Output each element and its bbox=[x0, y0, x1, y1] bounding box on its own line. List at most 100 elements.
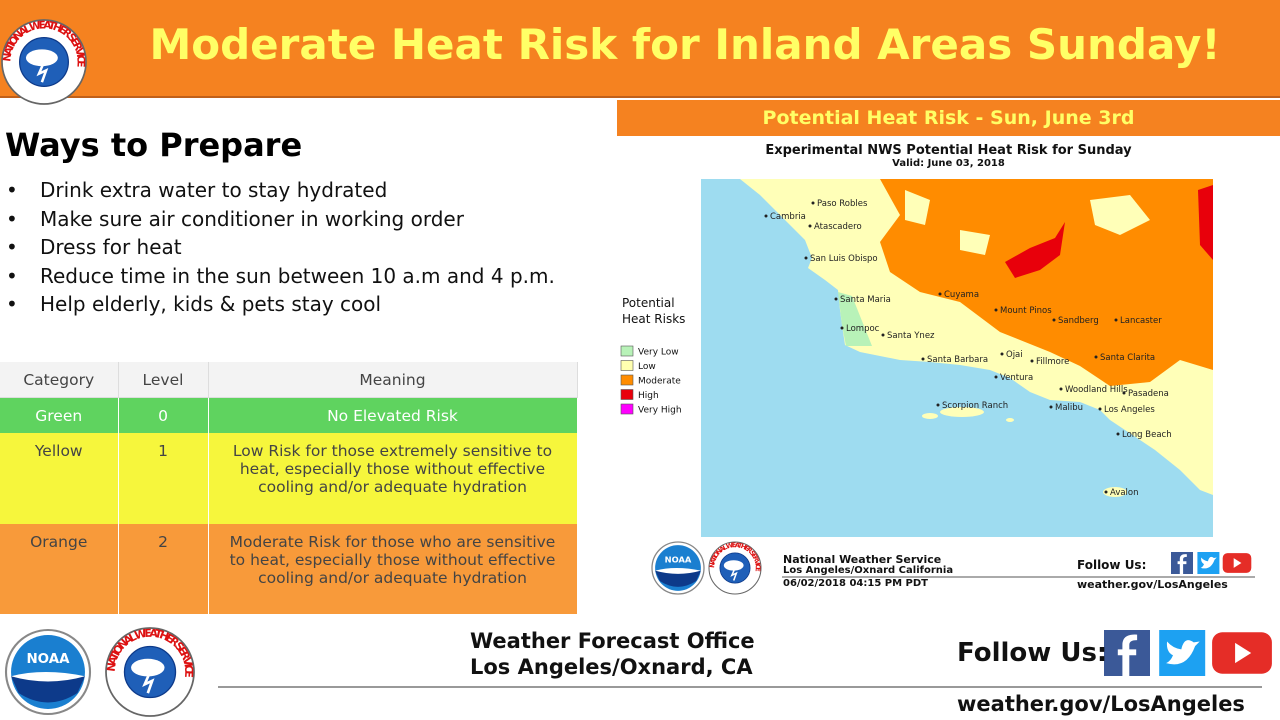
place-dot bbox=[1094, 355, 1098, 359]
facebook-f bbox=[1117, 634, 1138, 676]
island bbox=[1006, 418, 1014, 422]
nws-logo: NATIONAL WEATHER SERVICE bbox=[105, 627, 195, 717]
noaa-wing bbox=[655, 568, 701, 574]
nws-bolt bbox=[730, 567, 738, 581]
legend-swatch bbox=[620, 345, 634, 357]
table-cell: 1 bbox=[118, 433, 209, 524]
map-footer-time: 06/02/2018 04:15 PM PDT bbox=[783, 578, 928, 589]
island bbox=[940, 407, 984, 417]
office-name: Weather Forecast Office bbox=[470, 629, 755, 653]
prepare-item: Help elderly, kids & pets stay cool bbox=[0, 292, 555, 321]
social-icons bbox=[1104, 630, 1272, 676]
place-dot bbox=[1122, 391, 1126, 395]
legend-swatch bbox=[620, 389, 634, 400]
place-label: Paso Robles bbox=[817, 199, 868, 209]
column-header: Category bbox=[0, 362, 119, 398]
place-dot bbox=[1114, 318, 1118, 322]
place-dot bbox=[994, 375, 998, 379]
map-footer-office: National Weather Service bbox=[783, 553, 942, 566]
slide-title: Moderate Heat Risk for Inland Areas Sund… bbox=[149, 20, 1221, 69]
place-label: Cuyama bbox=[944, 290, 979, 300]
place-label: Long Beach bbox=[1122, 430, 1172, 440]
prepare-item: Drink extra water to stay hydrated bbox=[0, 178, 555, 207]
low-area bbox=[960, 230, 990, 255]
prepare-item: Make sure air conditioner in working ord… bbox=[0, 207, 555, 236]
place-label: Fillmore bbox=[1036, 357, 1069, 367]
place-dot bbox=[1049, 405, 1053, 409]
twitter-bird bbox=[1200, 556, 1217, 569]
nws-logo: NATIONAL WEATHER SERVICE bbox=[708, 541, 762, 595]
place-dot bbox=[1098, 407, 1102, 411]
table-row: Green 0 No Elevated Risk bbox=[0, 397, 578, 433]
place-dot bbox=[840, 326, 844, 330]
place-label: Ojai bbox=[1006, 350, 1023, 360]
table-cell: No Elevated Risk bbox=[208, 397, 578, 433]
place-dot bbox=[1116, 432, 1120, 436]
legend-label: Moderate bbox=[638, 377, 681, 387]
noaa-gull bbox=[655, 568, 701, 587]
table-cell: Low Risk for those extremely sensitive t… bbox=[208, 433, 578, 524]
island bbox=[922, 413, 938, 419]
table-cell: Yellow bbox=[0, 433, 119, 524]
place-dot bbox=[1104, 490, 1108, 494]
place-dot bbox=[808, 224, 812, 228]
legend-swatch bbox=[620, 374, 634, 386]
legend-label: Very High bbox=[638, 406, 682, 416]
place-label: Avalon bbox=[1110, 488, 1139, 498]
legend-swatch bbox=[620, 403, 634, 415]
prepare-item: Reduce time in the sun between 10 a.m an… bbox=[0, 264, 555, 293]
place-label: Pasadena bbox=[1128, 389, 1169, 399]
place-dot bbox=[811, 201, 815, 205]
prepare-list: Drink extra water to stay hydratedMake s… bbox=[0, 178, 555, 321]
place-label: Santa Clarita bbox=[1100, 353, 1155, 363]
table-cell: Moderate Risk for those who are sensitiv… bbox=[208, 524, 578, 614]
place-label: Lancaster bbox=[1120, 316, 1162, 326]
low-area bbox=[905, 190, 930, 225]
place-dot bbox=[1030, 359, 1034, 363]
place-dot bbox=[1059, 387, 1063, 391]
youtube-play bbox=[1235, 642, 1252, 664]
facebook-f bbox=[1177, 554, 1187, 574]
table-row: Yellow 1 Low Risk for those extremely sens… bbox=[0, 433, 578, 524]
place-label: Woodland Hills bbox=[1065, 385, 1128, 395]
legend-label: High bbox=[638, 391, 659, 401]
table-cell: Green bbox=[0, 397, 119, 433]
twitter-bird bbox=[1166, 640, 1200, 665]
map-title: Experimental NWS Potential Heat Risk for… bbox=[765, 143, 1132, 158]
map bbox=[701, 179, 1255, 578]
very-low-area bbox=[838, 292, 872, 346]
place-dot bbox=[834, 297, 838, 301]
place-dot bbox=[921, 357, 925, 361]
map-footer-url: weather.gov/LosAngeles bbox=[1077, 578, 1228, 591]
table-body: Green 0 No Elevated Risk Yellow 1 Low Risk fo… bbox=[0, 397, 578, 614]
column-header: Meaning bbox=[208, 362, 578, 398]
place-label: Ventura bbox=[1000, 373, 1033, 383]
table-cell: 2 bbox=[118, 524, 209, 614]
place-label: Santa Maria bbox=[840, 295, 891, 305]
noaa-gull bbox=[11, 673, 85, 703]
column-header: Level bbox=[118, 362, 209, 398]
prepare-item: Dress for heat bbox=[0, 235, 555, 264]
legend-label: Low bbox=[638, 362, 656, 372]
place-dot bbox=[994, 308, 998, 312]
place-dot bbox=[1000, 352, 1004, 356]
place-label: Scorpion Ranch bbox=[942, 401, 1008, 411]
place-label: Atascadero bbox=[814, 222, 862, 232]
table-cell: Orange bbox=[0, 524, 119, 614]
table-header: Category Level Meaning bbox=[0, 362, 578, 398]
map-banner: Potential Heat Risk - Sun, June 3rd bbox=[617, 100, 1280, 136]
noaa-text: NOAA bbox=[665, 554, 692, 564]
legend-swatch bbox=[620, 360, 634, 371]
place-dot bbox=[764, 214, 768, 218]
website: weather.gov/LosAngeles bbox=[957, 692, 1245, 716]
place-label: Los Angeles bbox=[1104, 405, 1155, 415]
place-dot bbox=[938, 292, 942, 296]
legend-title: Potential Heat Risks bbox=[622, 296, 686, 326]
map-valid: Valid: June 03, 2018 bbox=[892, 158, 1005, 169]
noaa-logo: NOAA bbox=[651, 541, 705, 595]
place-label: Lompoc bbox=[846, 324, 880, 334]
map-footer-follow: Follow Us: bbox=[1077, 558, 1147, 572]
nws-cloud bbox=[25, 49, 58, 67]
youtube-play bbox=[1233, 558, 1242, 568]
